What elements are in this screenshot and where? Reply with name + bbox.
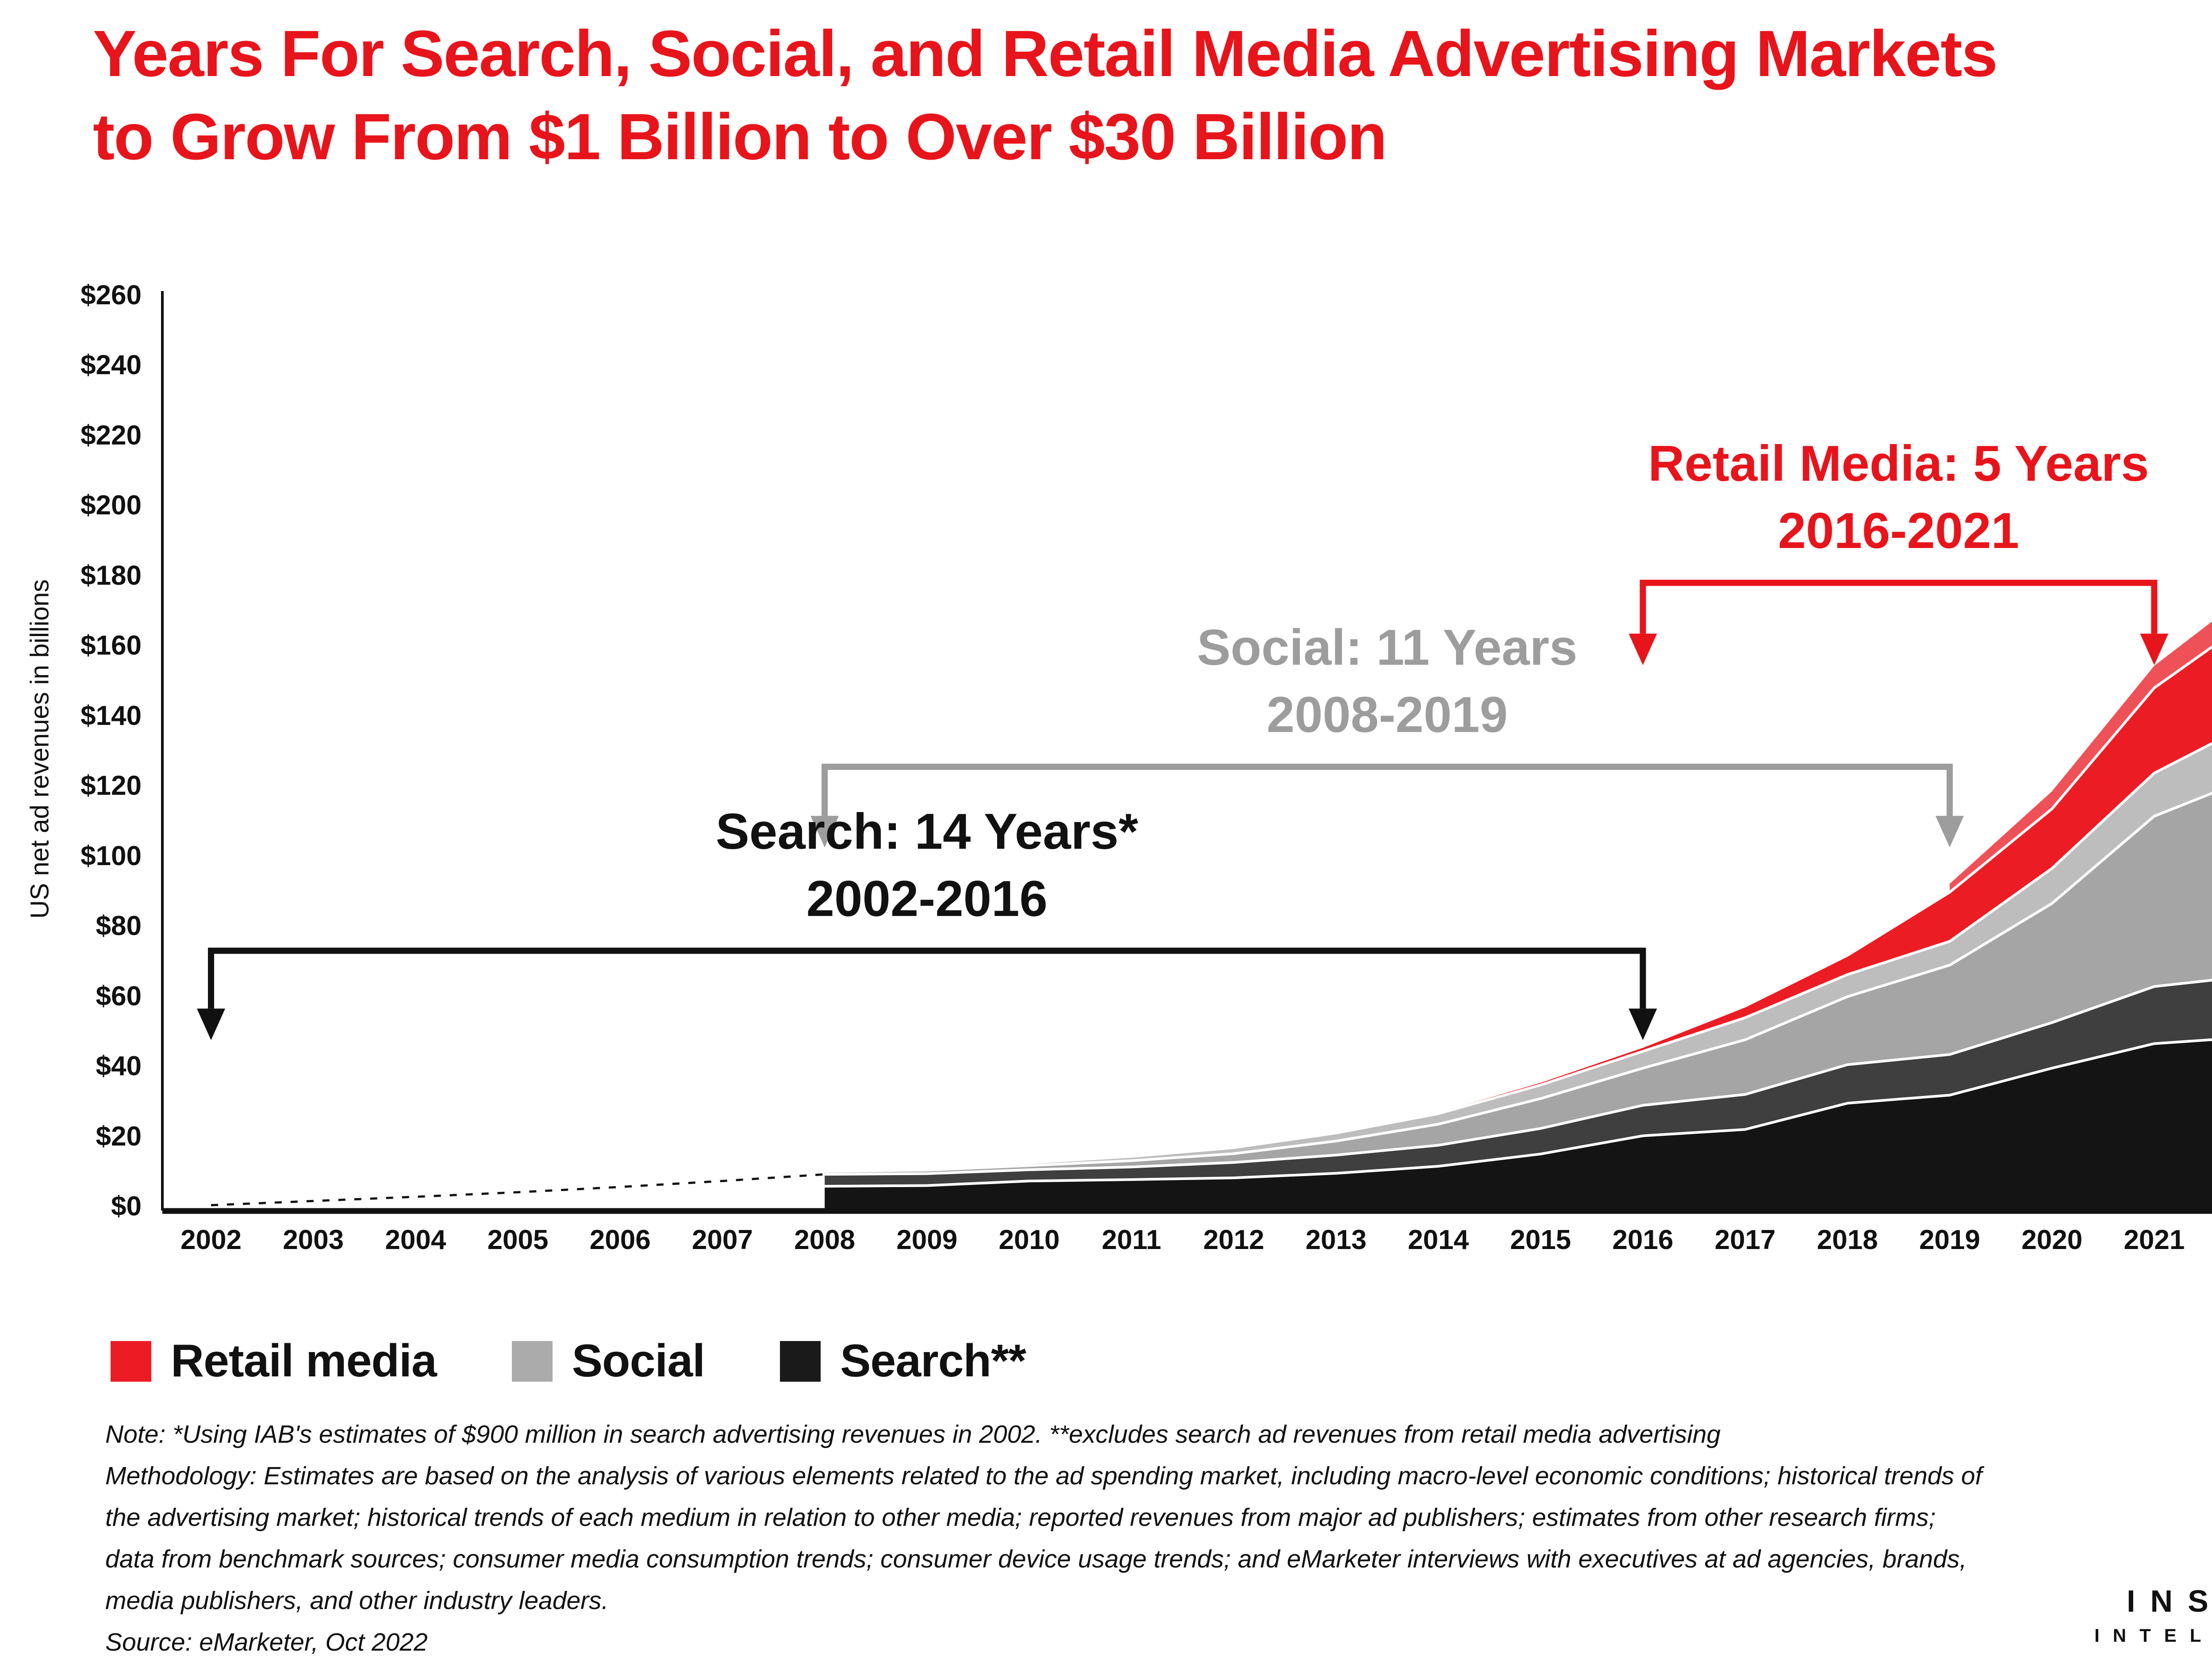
x-tick-label-2011: 2011 (1102, 1225, 1161, 1255)
band-separator (825, 792, 2212, 1173)
x-tick-label-2021: 2021 (2124, 1225, 2185, 1255)
y-tick-label: $60 (96, 981, 142, 1012)
area-meta (825, 793, 2212, 1175)
x-tick-label-2016: 2016 (1612, 1225, 1674, 1255)
y-tick-label: $0 (111, 1191, 142, 1222)
band-separator (825, 1038, 2212, 1188)
legend-label: Social (572, 1335, 705, 1387)
x-tick-label-2019: 2019 (1919, 1225, 1981, 1255)
x-tick-label-2015: 2015 (1510, 1225, 1571, 1255)
intelligence-wordmark: INTELLIGENCE (2094, 1625, 2212, 1646)
x-tick-label-2010: 2010 (998, 1225, 1060, 1255)
brand-logos: INSIDER INTELLIGENCE eMarketer® (2094, 1582, 2212, 1648)
x-tick-label-2018: 2018 (1816, 1225, 1878, 1255)
band-separator (825, 979, 2212, 1176)
legend-label: Search** (840, 1335, 1026, 1387)
y-tick-label: $80 (96, 911, 142, 942)
annotation-2002-2016: Search: 14 Years* 2002-2016 (715, 803, 1138, 927)
x-tick-label-2013: 2013 (1306, 1225, 1367, 1255)
y-tick-label: $20 (96, 1121, 142, 1152)
y-tick-label: $140 (81, 700, 142, 731)
legend: Retail media Social Search** (111, 1335, 1026, 1387)
annotation-2016-2021: Retail Media: 5 Years 2016-2021 (1648, 435, 2149, 559)
y-tick-label: $180 (81, 560, 142, 591)
annotation-2008-2019: Social: 11 Years 2008-2019 (1197, 619, 1578, 743)
y-tick-label: $160 (81, 630, 142, 661)
x-tick-label-2003: 2003 (283, 1225, 344, 1255)
x-tick-label-2009: 2009 (896, 1225, 958, 1255)
bracket-2016-2021 (1628, 579, 2169, 665)
area-other-search (825, 980, 2212, 1187)
x-tick-label-2005: 2005 (487, 1225, 549, 1255)
area-other-retail-media (1950, 621, 2212, 893)
x-tick-label-2017: 2017 (1714, 1225, 1776, 1255)
bracket-2002-2016 (197, 947, 1657, 1040)
y-tick-label: $200 (81, 490, 142, 521)
area-amazon (825, 647, 2212, 1170)
x-tick-label-2022: 2022 (2204, 1224, 2212, 1256)
insider-intelligence-logo: INSIDER INTELLIGENCE (2094, 1583, 2212, 1646)
legend-label: Retail media (171, 1335, 437, 1387)
legend-swatch (511, 1341, 553, 1382)
x-tick-label-2006: 2006 (589, 1225, 651, 1255)
page-title: Years For Search, Social, and Retail Med… (93, 17, 1998, 173)
legend-item-retail-media: Retail media (111, 1335, 437, 1387)
y-tick-label: $120 (81, 770, 142, 801)
bracket-2008-2019 (810, 763, 1964, 847)
y-tick-label: $220 (81, 420, 142, 451)
x-tick-label-2008: 2008 (794, 1225, 856, 1255)
y-tick-label: $100 (81, 840, 142, 871)
x-tick-label-2004: 2004 (385, 1225, 446, 1255)
area-google (825, 1039, 2212, 1208)
x-tick-label-2002: 2002 (180, 1225, 242, 1255)
area-other-social (825, 743, 2212, 1172)
x-tick-label-2014: 2014 (1408, 1225, 1469, 1255)
dotted-search-history-line (211, 1173, 825, 1207)
x-tick-label-2020: 2020 (2021, 1225, 2083, 1255)
y-tick-label: $240 (81, 350, 142, 381)
legend-swatch (780, 1341, 821, 1382)
x-tick-label-2007: 2007 (691, 1225, 753, 1255)
legend-item-social: Social (511, 1335, 705, 1387)
legend-item-search-: Search** (780, 1335, 1026, 1387)
insider-wordmark: INSIDER (2127, 1584, 2212, 1618)
y-tick-label: $40 (96, 1051, 142, 1082)
x-tick-label-2012: 2012 (1203, 1225, 1264, 1255)
legend-swatch (111, 1341, 151, 1382)
band-separator (825, 645, 2212, 1171)
y-tick-label: $260 (81, 280, 142, 310)
note-and-methodology: Note: *Using IAB's estimates of $900 mil… (105, 1420, 1982, 1656)
